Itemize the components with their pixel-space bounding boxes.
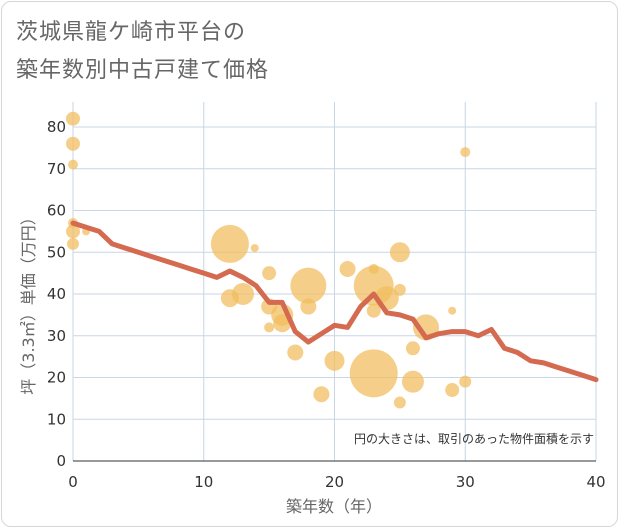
- y-axis-title: 坪（3.3㎡）単価（万円）: [19, 209, 38, 394]
- bubble: [324, 350, 345, 371]
- y-tick-label: 20: [47, 369, 66, 387]
- bubble: [405, 341, 420, 356]
- bubble: [460, 147, 471, 158]
- y-tick-label: 30: [47, 327, 66, 345]
- bubble: [349, 349, 398, 398]
- bubble: [231, 283, 254, 306]
- bubble: [366, 303, 381, 318]
- size-annotation: 円の大きさは、取引のあった物件面積を示す: [354, 431, 594, 446]
- bubbles: [66, 111, 472, 409]
- chart-title-line1: 茨城県龍ケ崎市平台の: [16, 20, 247, 45]
- bubble: [210, 224, 249, 263]
- bubble: [393, 283, 406, 296]
- x-tick-label: 40: [586, 473, 605, 491]
- y-tick-label: 60: [47, 202, 66, 220]
- chart-title-line2: 築年数別中古戸建て価格: [16, 58, 270, 83]
- y-tick-label: 10: [47, 410, 66, 428]
- bubble: [287, 344, 304, 361]
- bubble: [273, 314, 292, 333]
- bubble: [68, 159, 78, 170]
- y-tick-labels: 0 10 20 30 40 50 60 70 80: [47, 118, 66, 470]
- y-tick-label: 80: [47, 118, 66, 136]
- bubble: [300, 298, 317, 315]
- bubble: [67, 237, 79, 250]
- bubble: [264, 322, 275, 333]
- bubble: [66, 111, 80, 126]
- bubble: [459, 375, 472, 388]
- y-tick-label: 0: [56, 452, 66, 470]
- y-tick-label: 40: [47, 285, 66, 303]
- bubble: [389, 242, 410, 263]
- x-tick-label: 10: [194, 473, 213, 491]
- bubble: [290, 267, 327, 304]
- bubble: [339, 260, 356, 277]
- bubble: [66, 224, 80, 239]
- y-tick-label: 50: [47, 243, 66, 261]
- x-tick-label: 20: [325, 473, 344, 491]
- x-tick-label: 30: [456, 473, 475, 491]
- bubble: [313, 386, 330, 403]
- bubble: [66, 136, 80, 151]
- x-tick-label: 0: [68, 473, 78, 491]
- x-axis-title: 築年数（年）: [286, 497, 382, 516]
- x-tick-labels: 0 10 20 30 40: [68, 473, 605, 491]
- bubble: [393, 396, 406, 409]
- bubble: [262, 266, 277, 281]
- bubble: [250, 244, 259, 253]
- trend-line: [70, 220, 599, 383]
- y-tick-label: 70: [47, 160, 66, 178]
- bubble: [401, 370, 424, 393]
- bubble: [445, 383, 460, 398]
- bubble: [448, 306, 457, 315]
